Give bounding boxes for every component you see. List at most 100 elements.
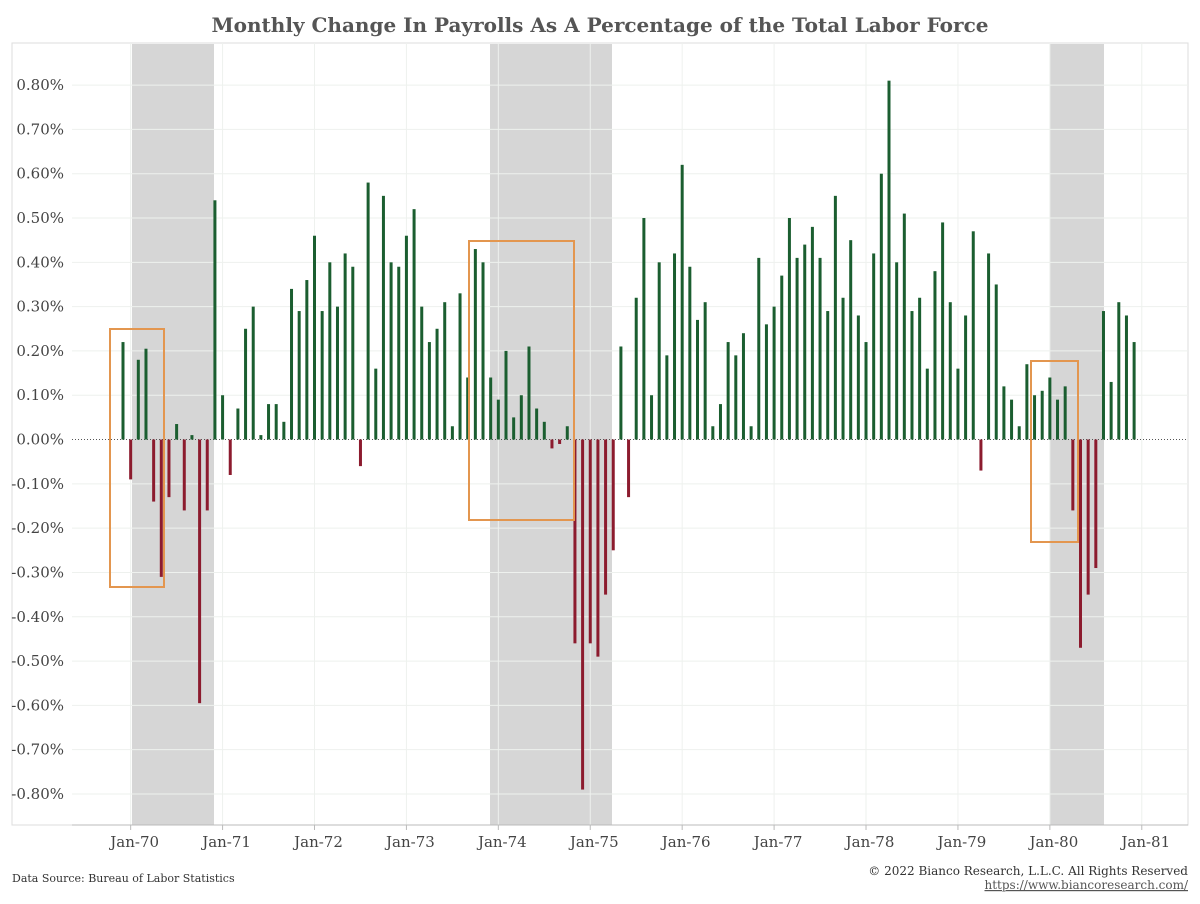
y-tick-label: 0.40%	[16, 253, 64, 271]
bar	[504, 350, 508, 440]
bar	[964, 315, 968, 440]
x-tick-label: Jan-72	[292, 833, 343, 851]
bar	[558, 439, 562, 444]
y-tick-label: 0.30%	[16, 298, 64, 316]
bar	[267, 404, 271, 440]
bar	[205, 439, 209, 511]
bar	[335, 306, 339, 440]
bar	[573, 439, 577, 644]
bar	[887, 80, 891, 440]
bar	[129, 439, 133, 480]
bar	[971, 231, 975, 440]
bar	[1063, 386, 1067, 440]
bar	[535, 408, 539, 440]
bar	[136, 359, 140, 440]
bar	[320, 311, 324, 440]
bar	[787, 218, 791, 440]
bar	[366, 182, 370, 440]
bar	[979, 439, 983, 471]
y-tick-label: -0.80%	[11, 785, 64, 803]
bar	[596, 439, 600, 657]
bar	[780, 275, 784, 440]
bar	[496, 399, 500, 440]
copyright: © 2022 Bianco Research, L.L.C. All Right…	[868, 864, 1188, 878]
bar	[152, 439, 156, 502]
bar	[696, 319, 699, 440]
y-tick-label: -0.60%	[11, 696, 64, 714]
bar	[374, 368, 378, 440]
bar	[657, 262, 661, 440]
bar	[1071, 439, 1075, 511]
bar	[290, 288, 294, 440]
bar	[435, 328, 439, 440]
y-tick-label: 0.10%	[16, 386, 64, 404]
bar	[527, 346, 531, 440]
bar	[1025, 364, 1029, 440]
bar	[489, 377, 493, 440]
bar	[987, 253, 991, 440]
bar	[688, 266, 692, 440]
bar	[1017, 426, 1021, 440]
bar	[1040, 390, 1044, 440]
bar	[473, 249, 477, 440]
bar	[1033, 395, 1037, 440]
bar	[282, 421, 286, 440]
bar	[948, 302, 952, 440]
y-tick-label: -0.40%	[11, 608, 64, 626]
bar	[711, 426, 715, 440]
bar	[764, 324, 768, 440]
bar	[588, 439, 592, 644]
x-tick-label: Jan-71	[200, 833, 251, 851]
bar	[1079, 439, 1082, 648]
bar	[313, 235, 316, 440]
bar	[121, 342, 125, 440]
bar	[213, 200, 217, 440]
bar	[841, 297, 845, 440]
bar	[182, 439, 186, 511]
bar	[198, 439, 202, 704]
bar	[680, 164, 684, 440]
bar	[251, 306, 255, 440]
url-link[interactable]: https://www.biancoresearch.com/	[984, 878, 1188, 892]
bar	[956, 368, 960, 440]
bars	[121, 80, 1136, 790]
bar	[611, 439, 615, 551]
bar	[1086, 439, 1090, 595]
bar	[879, 173, 883, 440]
bar	[895, 262, 899, 440]
bar	[458, 293, 462, 440]
y-tick-label: -0.70%	[11, 741, 64, 759]
y-tick-label: 0.20%	[16, 342, 64, 360]
x-tick-label: Jan-81	[1119, 833, 1170, 851]
bar	[726, 342, 730, 440]
bar	[918, 297, 922, 440]
bar	[381, 195, 385, 440]
bar	[221, 395, 225, 440]
bar	[849, 240, 853, 440]
bar	[1124, 315, 1128, 440]
bar	[420, 306, 424, 440]
y-tick-label: -0.20%	[11, 519, 64, 537]
bar	[902, 213, 906, 440]
bar	[565, 426, 569, 440]
bar	[803, 244, 807, 440]
bar	[512, 417, 516, 440]
bar	[703, 302, 707, 440]
bar	[810, 226, 814, 440]
y-tick-label: 0.50%	[16, 209, 64, 227]
bar	[343, 253, 347, 440]
y-tick-label: 0.60%	[16, 165, 64, 183]
grid	[72, 43, 1188, 825]
bar	[427, 342, 431, 440]
bar	[297, 311, 301, 440]
bar	[925, 368, 929, 440]
bar	[481, 262, 485, 440]
bar	[259, 435, 263, 440]
bar	[1117, 302, 1121, 440]
bar	[1010, 399, 1014, 440]
source-note: Data Source: Bureau of Labor Statistics	[12, 872, 235, 885]
bar	[144, 348, 148, 440]
bar	[604, 439, 608, 595]
